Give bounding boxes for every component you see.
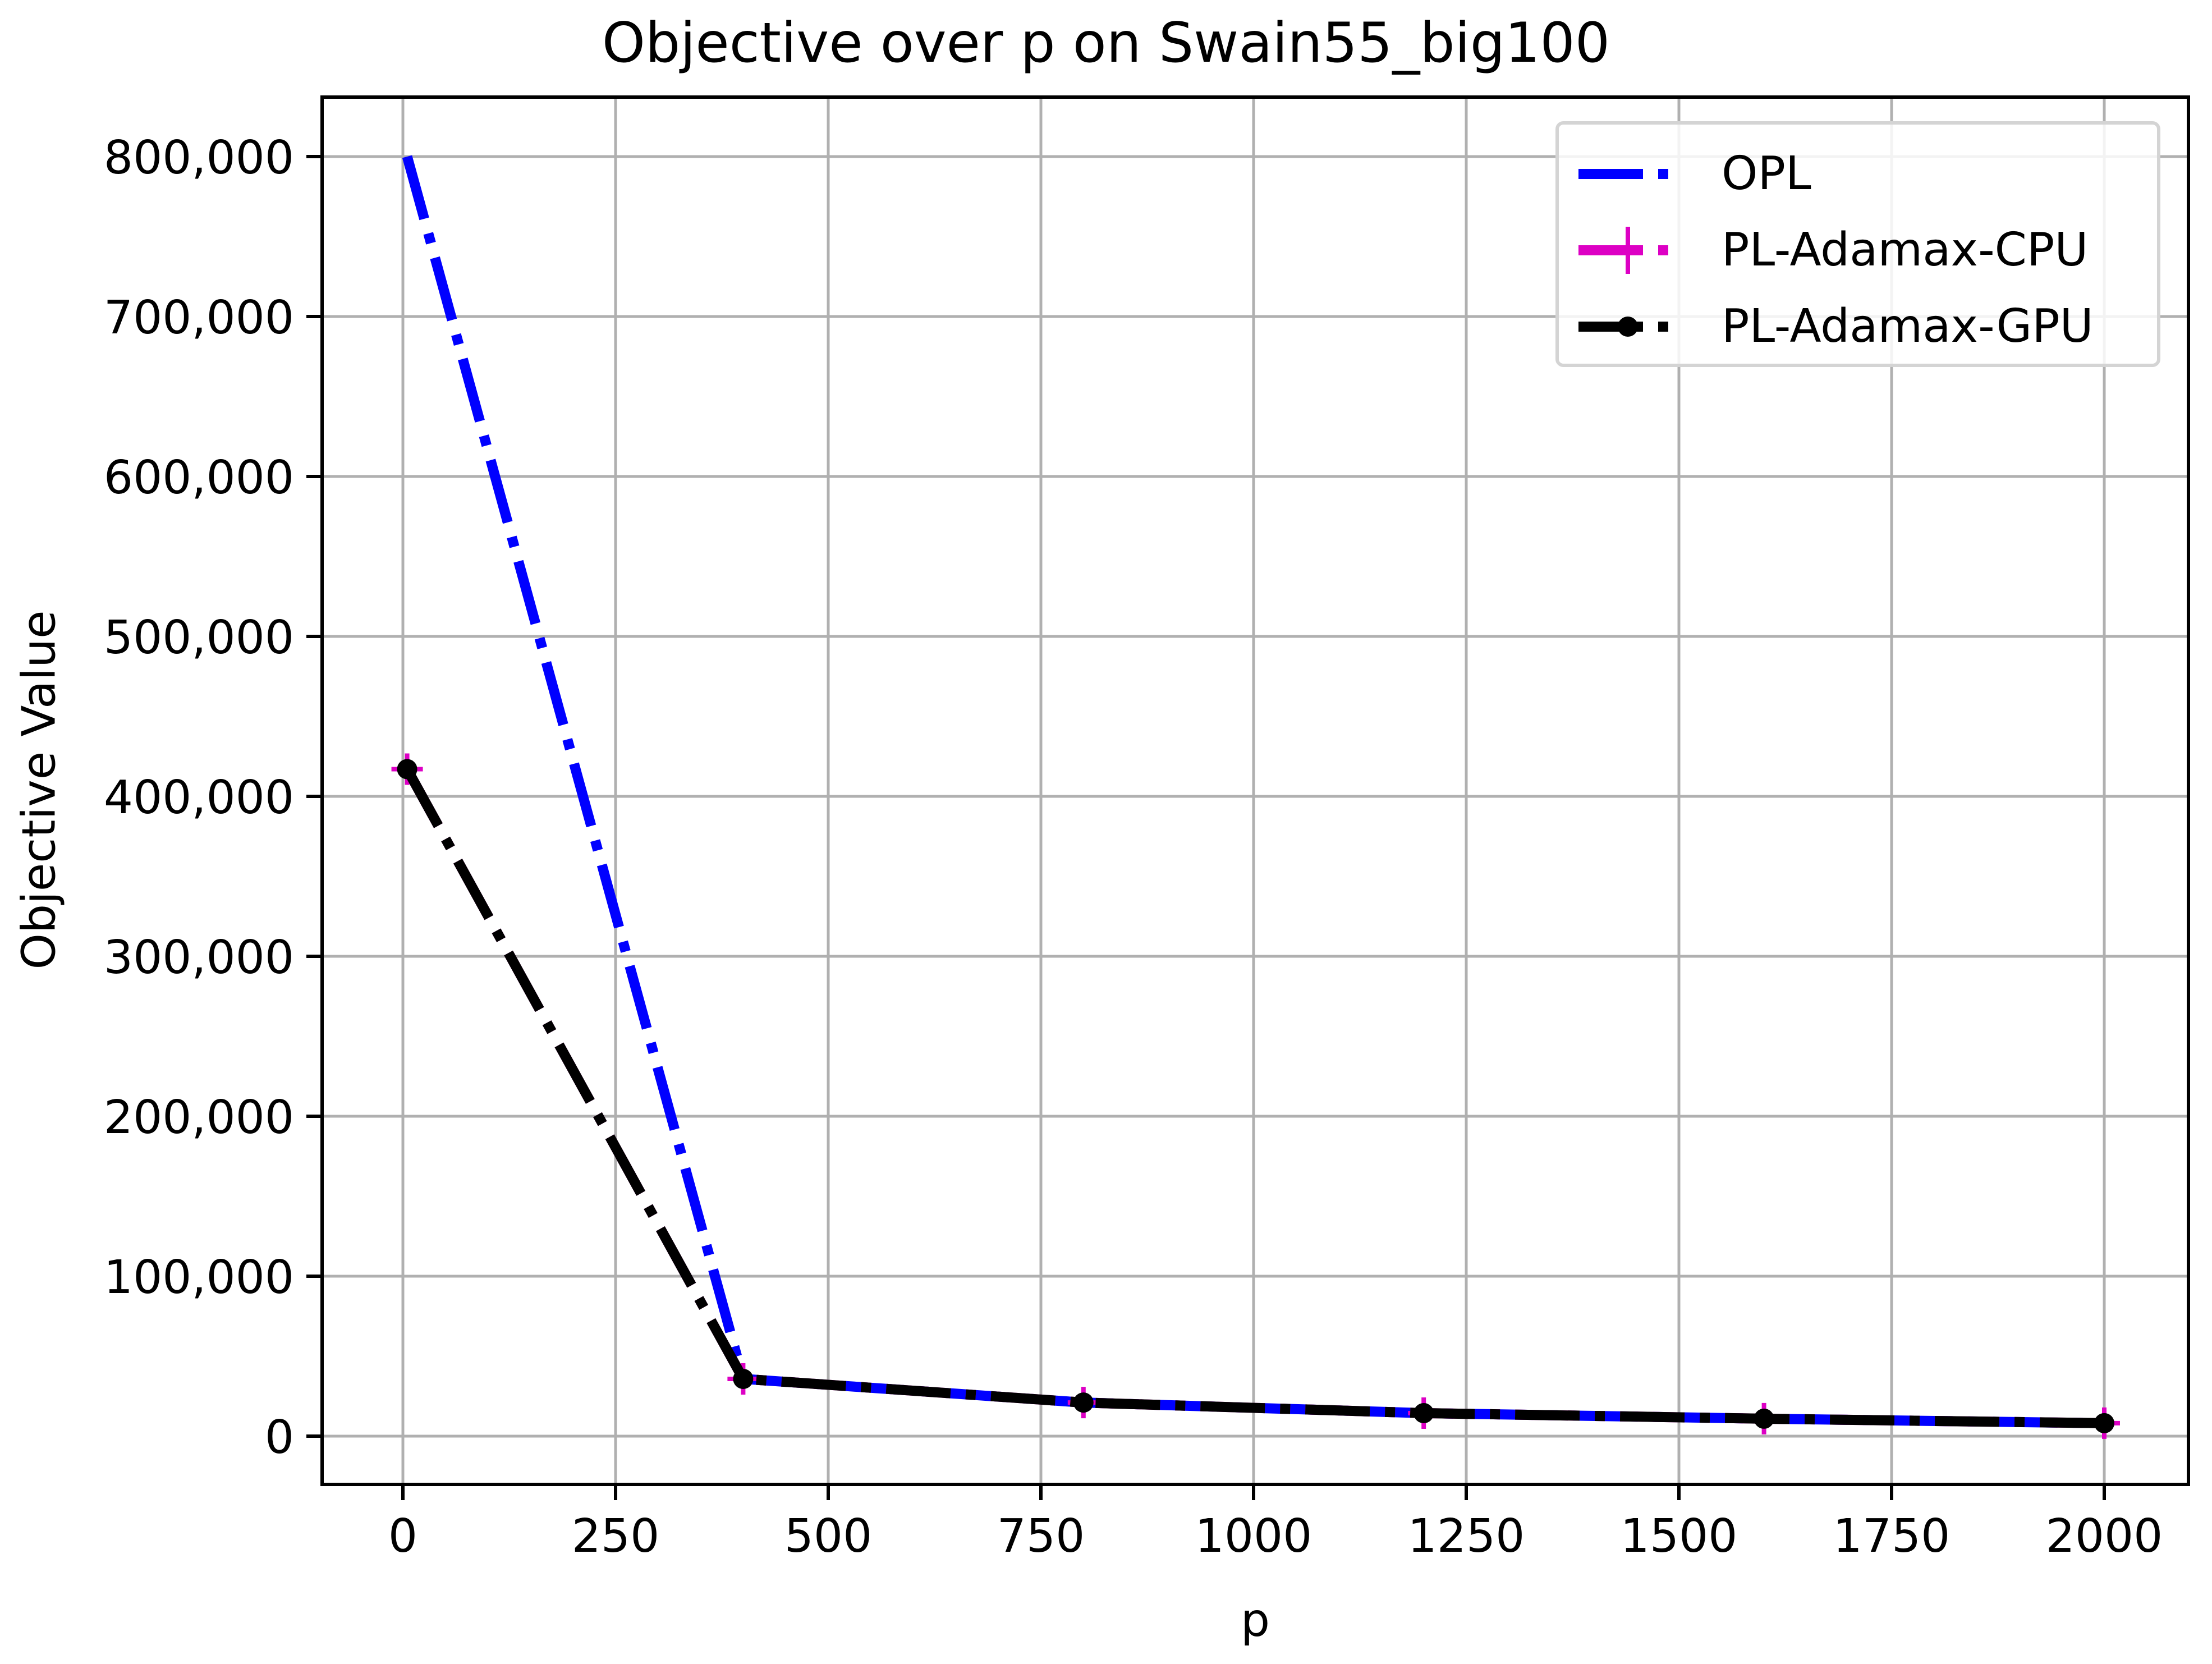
y-tick-label: 600,000: [104, 451, 294, 505]
legend-label: OPL: [1722, 147, 1811, 200]
legend-item-pl-adamax-cpu: PL-Adamax-CPU: [1559, 217, 2157, 284]
y-tick-label: 800,000: [104, 131, 294, 185]
legend-item-opl: OPL: [1559, 140, 2157, 208]
chart-title: Objective over p on Swain55_big100: [602, 11, 1610, 75]
x-tick-label: 500: [784, 1510, 873, 1563]
plus-marker-line-icon: [1578, 227, 1668, 274]
x-axis-label: p: [1240, 1594, 1270, 1647]
y-tick-label: 0: [265, 1411, 294, 1464]
x-tick-label: 1000: [1195, 1510, 1312, 1563]
x-tick-label: 250: [572, 1510, 660, 1563]
y-tick-label: 300,000: [104, 931, 294, 984]
x-tick-label: 750: [997, 1510, 1085, 1563]
y-tick-label: 500,000: [104, 611, 294, 664]
axes-frame: [320, 95, 2190, 1486]
series-line-2: [402, 767, 2105, 1428]
circle-marker: [1073, 1392, 1094, 1413]
y-tick-label: 100,000: [104, 1251, 294, 1304]
x-tick-label: 1500: [1621, 1510, 1738, 1563]
circle-marker: [1414, 1402, 1434, 1423]
x-tick-label: 2000: [2046, 1510, 2163, 1563]
y-tick-label: 200,000: [104, 1091, 294, 1144]
x-tick-label: 1750: [1833, 1510, 1951, 1563]
y-tick-label: 400,000: [104, 771, 294, 824]
circle-marker: [733, 1368, 754, 1389]
y-axis-label: Objective Value: [12, 610, 66, 970]
legend-label: PL-Adamax-CPU: [1722, 223, 2089, 277]
legend-item-pl-adamax-gpu: PL-Adamax-GPU: [1559, 293, 2157, 360]
circle-marker: [2094, 1413, 2114, 1433]
x-tick-label: 1250: [1408, 1510, 1525, 1563]
circle-marker: [1754, 1408, 1774, 1429]
x-tick-label: 0: [388, 1510, 417, 1563]
circle-marker: [397, 759, 417, 780]
y-tick-label: 700,000: [104, 291, 294, 345]
dashdot-line-icon: [1578, 169, 1668, 179]
circle-marker-line-icon: [1578, 317, 1668, 337]
legend-label: PL-Adamax-GPU: [1722, 300, 2094, 353]
legend: OPL PL-Adamax-CPU PL-Adamax-GPU: [1555, 121, 2160, 367]
series-line-0: [402, 155, 2105, 1428]
